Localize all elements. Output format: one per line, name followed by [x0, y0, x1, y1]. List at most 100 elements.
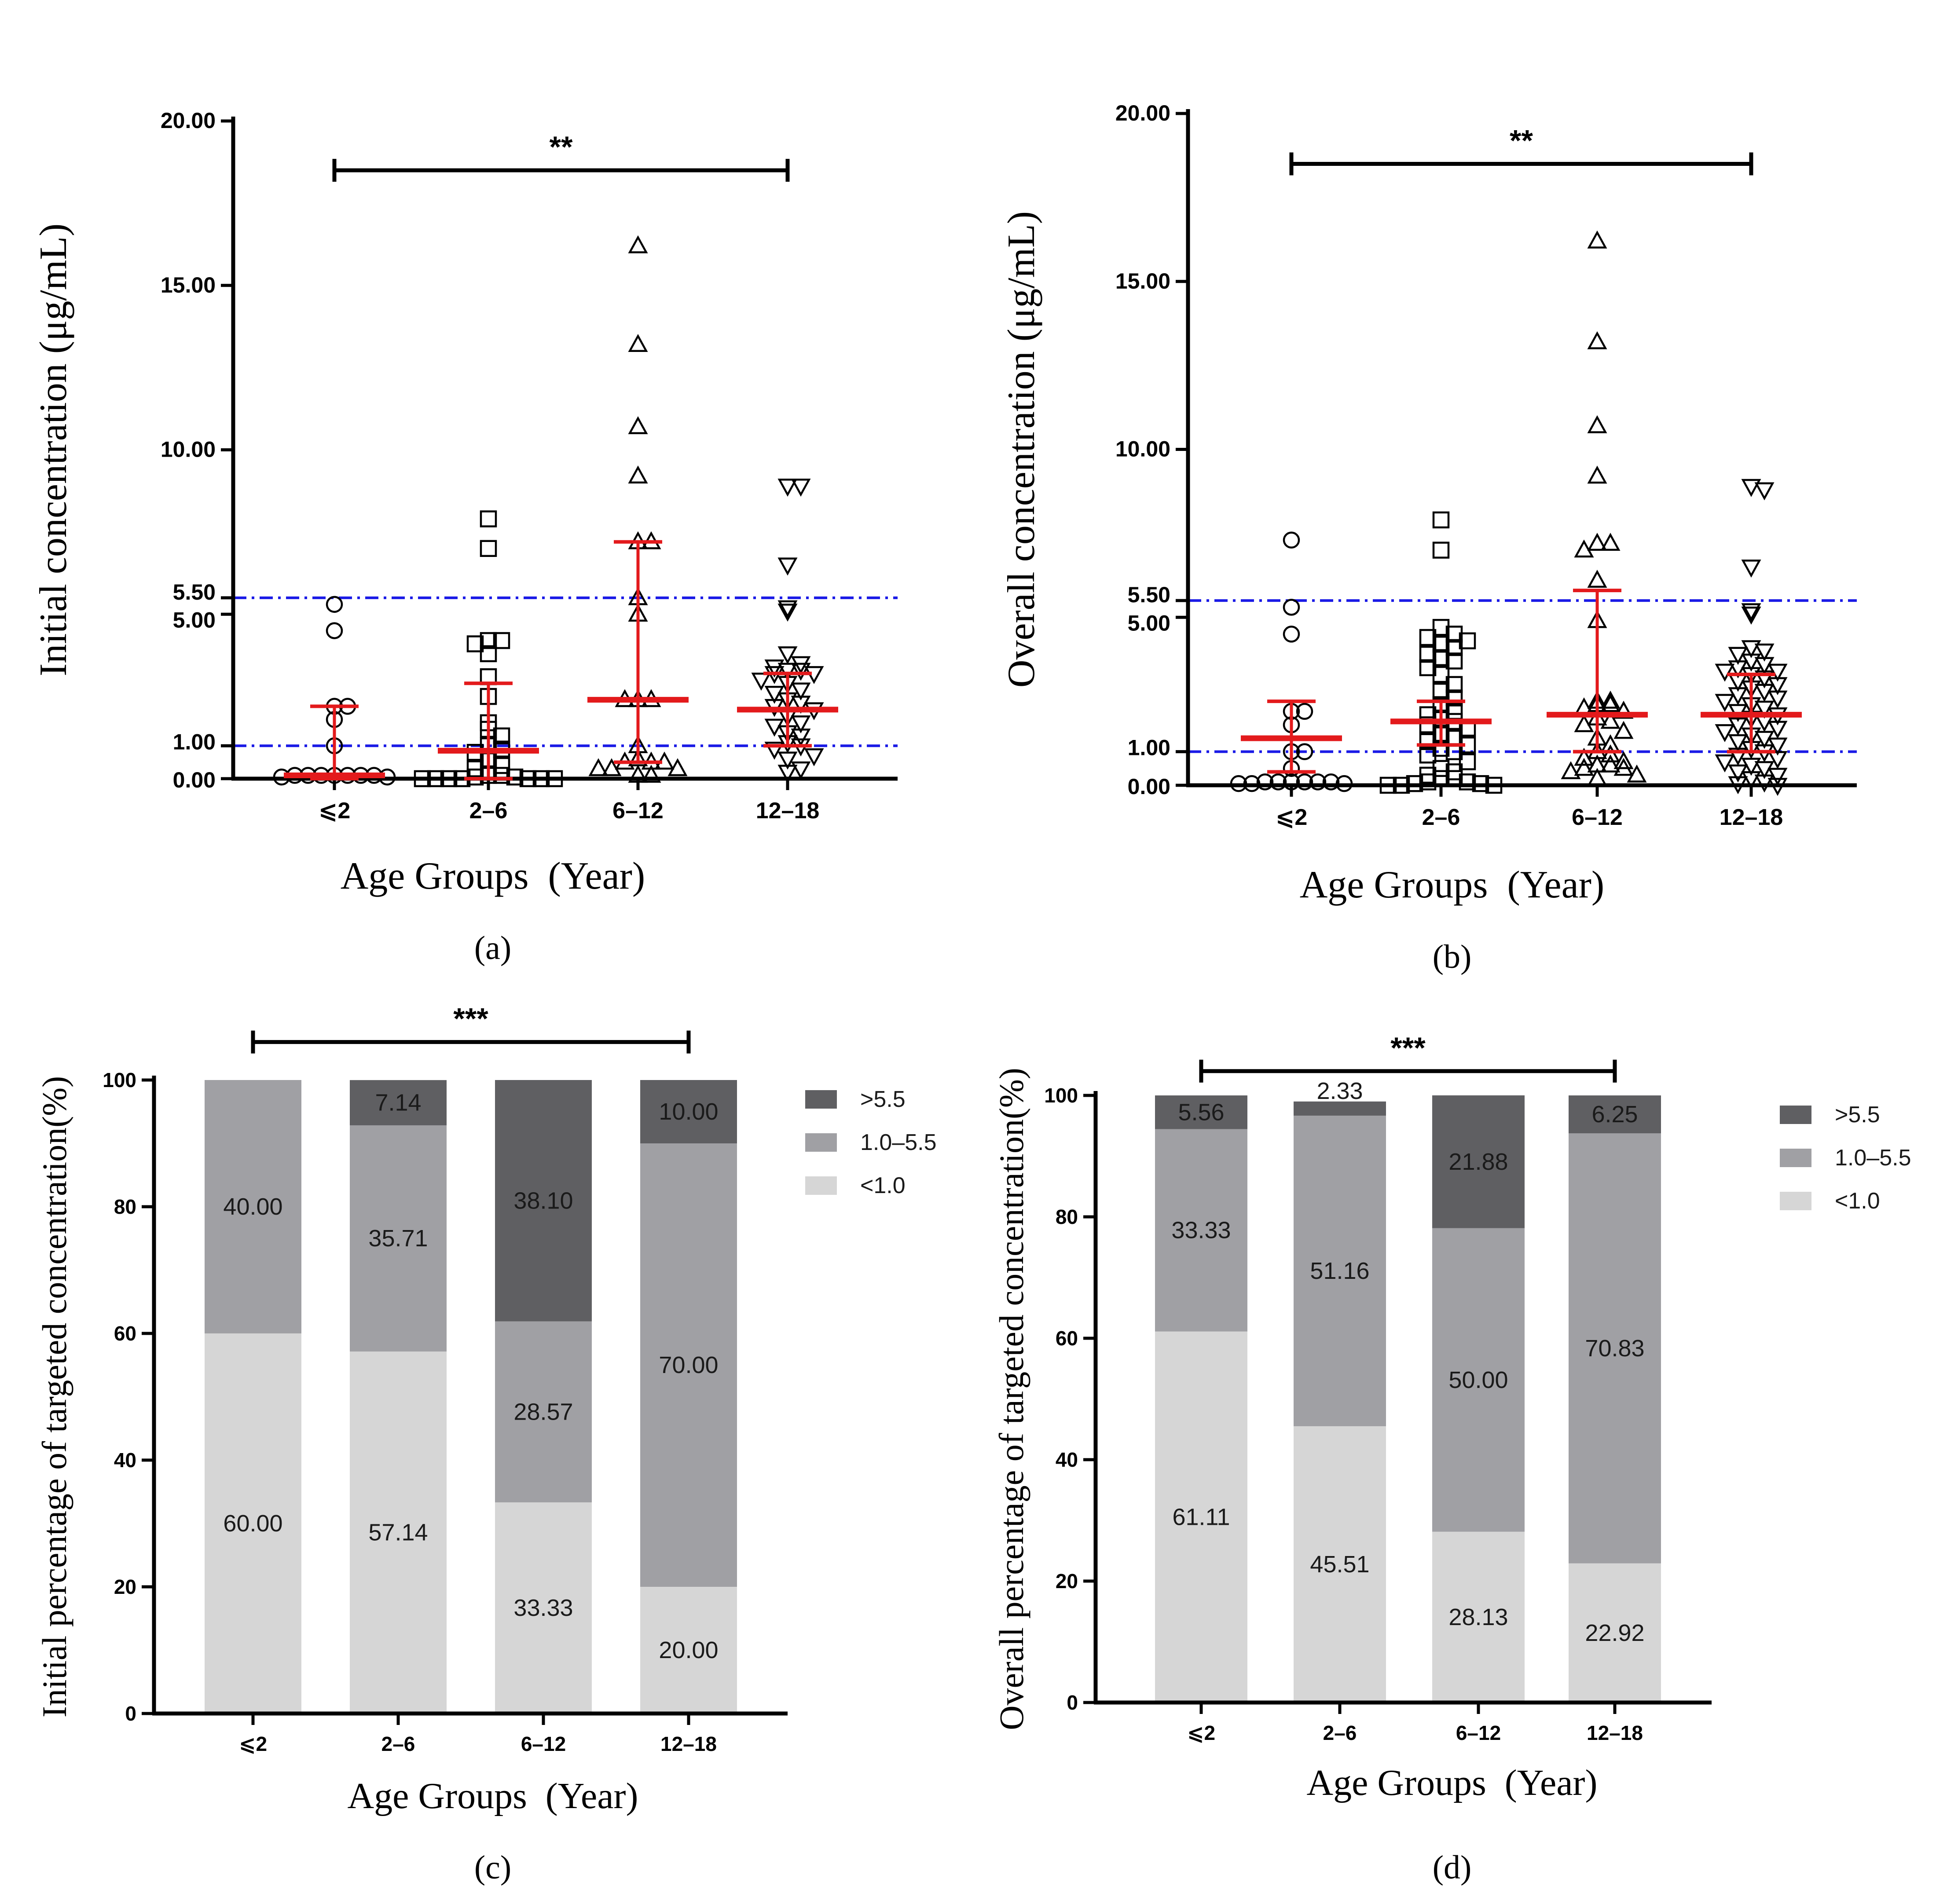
data-point — [1472, 775, 1489, 792]
y-tick-label: 60 — [114, 1322, 136, 1345]
bar-segment — [1155, 1129, 1247, 1332]
y-tick-label: 40 — [1056, 1448, 1078, 1471]
data-point — [1587, 768, 1607, 786]
panel-b: 0.00 1.00 5.00 5.50 10.00 15.00 20.00 ⩽2 2–6 6–12… — [1000, 101, 1857, 975]
data-point — [1754, 774, 1775, 793]
data-point — [1728, 660, 1748, 678]
data-point — [1587, 533, 1607, 551]
data-point — [466, 635, 484, 652]
data-point — [1335, 775, 1353, 792]
group-0 — [1230, 531, 1353, 792]
data-point — [777, 751, 798, 770]
data-point — [1741, 653, 1761, 672]
data-point — [1587, 465, 1607, 484]
group-3 — [737, 479, 838, 783]
data-point — [1561, 761, 1581, 780]
data-label: 10.00 — [659, 1098, 718, 1125]
x-tick-label: 2–6 — [469, 798, 508, 824]
significance-label: *** — [453, 1002, 488, 1036]
y-tick-label: 0.00 — [173, 768, 216, 792]
y-axis-title: Initial percentage of targeted concentra… — [35, 1076, 73, 1717]
data-point — [519, 770, 537, 787]
legend-entry: >5.5 — [860, 1087, 906, 1112]
data-point — [791, 696, 811, 714]
data-point — [628, 416, 648, 434]
data-point — [1459, 753, 1476, 770]
data-point — [493, 727, 510, 745]
data-point — [1741, 758, 1761, 776]
legend-entry: >5.5 — [1835, 1102, 1880, 1128]
data-point — [601, 758, 622, 776]
data-point — [1296, 743, 1313, 760]
y-tick-label: 10.00 — [1115, 437, 1170, 461]
legend-entry: 1.0–5.5 — [1835, 1145, 1911, 1171]
x-axis-title: Age Groups (Year) — [341, 855, 645, 897]
data-point — [1767, 751, 1788, 769]
x-tick-label: ⩽2 — [1187, 1721, 1215, 1744]
y-tick-label: 20 — [1056, 1570, 1078, 1593]
data-point — [791, 761, 811, 780]
data-point — [1419, 645, 1437, 663]
data-point — [326, 596, 343, 613]
data-point — [1574, 539, 1594, 558]
data-point — [791, 663, 811, 681]
data-point — [1587, 570, 1607, 588]
data-point — [1754, 684, 1775, 702]
y-tick-label: 100 — [1044, 1084, 1078, 1107]
data-point — [777, 604, 798, 622]
data-point — [764, 685, 785, 704]
y-tick-label: 40 — [114, 1449, 136, 1472]
data-point — [1754, 761, 1775, 780]
x-axis-title: Age Groups (Year) — [1306, 1762, 1597, 1803]
group-1 — [1379, 511, 1503, 794]
panel-a: 0.00 1.00 5.00 5.50 10.00 15.00 20.00 ⩽2 2–6 6–12… — [32, 108, 898, 967]
data-point — [1715, 724, 1735, 743]
x-tick-label: 6–12 — [612, 798, 664, 824]
data-point — [1445, 652, 1463, 670]
data-point — [414, 770, 431, 787]
bar-segment — [1432, 1531, 1525, 1703]
data-point — [1230, 775, 1247, 792]
data-point — [791, 479, 811, 497]
y-tick-label: 15.00 — [1115, 269, 1170, 293]
bar-segment — [1294, 1115, 1386, 1426]
data-point — [1283, 773, 1300, 791]
y-tick-label: 1.00 — [173, 729, 216, 754]
data-point — [1574, 747, 1594, 766]
bar-segment — [495, 1080, 592, 1322]
data-point — [1600, 744, 1621, 762]
data-point — [326, 622, 343, 639]
bar-segment — [1155, 1095, 1247, 1129]
data-point — [1419, 716, 1437, 733]
data-point — [1269, 773, 1287, 791]
x-tick-label: ⩽2 — [1276, 805, 1308, 830]
bar-segment — [1294, 1426, 1386, 1703]
data-point — [791, 682, 811, 701]
data-point — [751, 673, 771, 691]
data-point — [1613, 700, 1634, 719]
bar-segment — [350, 1125, 447, 1352]
bar-segment — [205, 1080, 301, 1333]
bar-segment — [1432, 1228, 1525, 1532]
data-point — [641, 765, 661, 783]
significance-label: ** — [550, 130, 573, 164]
data-point — [1627, 764, 1647, 783]
data-label: 22.92 — [1585, 1620, 1644, 1646]
data-point — [777, 479, 798, 497]
y-tick-label: 5.50 — [173, 580, 216, 604]
y-tick-label: 10.00 — [161, 437, 216, 462]
bar-segment — [640, 1143, 737, 1587]
x-tick-label: 2–6 — [1422, 805, 1460, 830]
data-point — [427, 770, 444, 787]
data-point — [588, 758, 609, 776]
group-1 — [414, 510, 563, 787]
data-point — [1574, 714, 1594, 732]
data-point — [1432, 511, 1450, 529]
data-point — [1283, 626, 1300, 643]
data-point — [1459, 773, 1476, 791]
data-point — [1309, 773, 1327, 791]
data-point — [1767, 737, 1788, 756]
y-tick-label: 5.00 — [173, 608, 216, 632]
data-point — [1445, 770, 1463, 787]
